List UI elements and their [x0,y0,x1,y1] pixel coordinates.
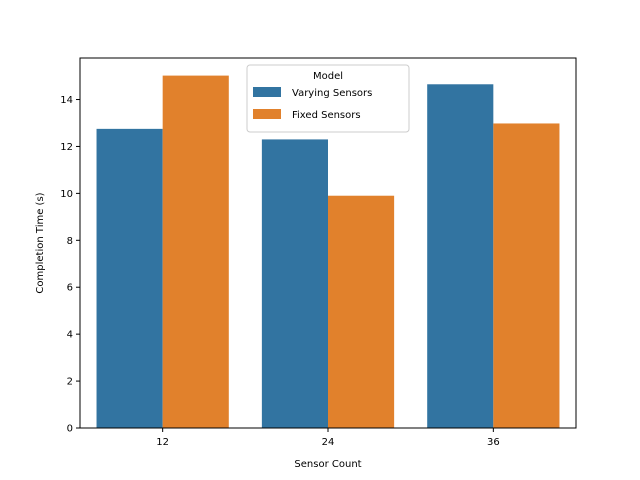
legend-swatch [253,109,281,119]
y-tick-label: 4 [67,330,73,341]
x-tick-label: 12 [156,437,169,448]
y-tick-label: 10 [60,189,73,200]
bar-varying-sensors-36 [427,84,494,428]
legend-swatch [253,87,281,97]
y-tick-label: 6 [67,283,73,294]
y-tick-label: 2 [67,377,73,388]
bar-fixed-sensors-24 [328,195,395,428]
legend-label: Varying Sensors [292,88,372,99]
legend-title: Model [313,71,343,82]
bar-fixed-sensors-12 [162,75,229,428]
y-axis-label: Completion Time (s) [35,192,46,293]
y-tick-label: 12 [60,142,73,153]
bars-layer [96,75,560,429]
legend: Model Varying Sensors Fixed Sensors [246,64,410,133]
y-tick-label: 14 [60,95,73,106]
y-tick-label: 0 [67,424,73,435]
bar-varying-sensors-12 [96,128,163,429]
legend-frame [246,64,410,133]
x-tick-label: 24 [322,437,335,448]
legend-label: Fixed Sensors [292,110,361,121]
legend-items: Varying Sensors Fixed Sensors [253,87,372,121]
x-axis: 12 24 36 [156,428,500,448]
x-tick-label: 36 [487,437,500,448]
y-tick-label: 8 [67,236,73,247]
y-axis: 0 2 4 6 8 10 12 14 [60,95,80,435]
bar-fixed-sensors-36 [493,123,560,429]
x-axis-label: Sensor Count [294,459,361,470]
bar-varying-sensors-24 [261,139,328,428]
